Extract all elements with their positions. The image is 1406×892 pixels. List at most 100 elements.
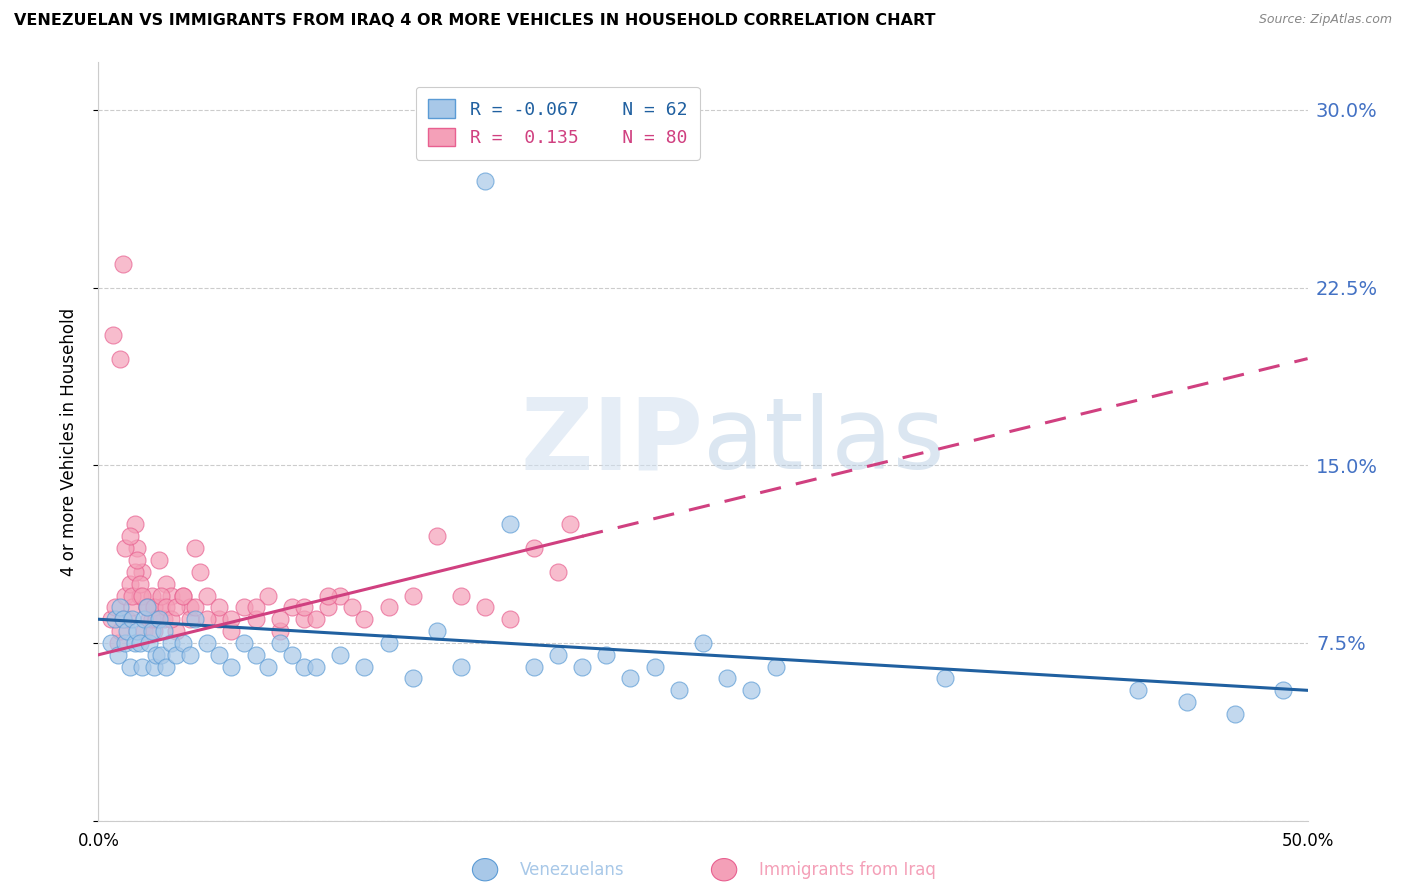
Point xyxy=(221,624,243,639)
Point xyxy=(179,612,201,626)
Point xyxy=(305,612,328,626)
Point xyxy=(292,612,315,626)
Point xyxy=(114,541,136,556)
Point xyxy=(256,659,278,673)
Point xyxy=(221,659,243,673)
Point xyxy=(114,589,136,603)
Point xyxy=(474,600,496,615)
Point xyxy=(195,589,218,603)
Point xyxy=(595,648,617,662)
Point xyxy=(221,612,243,626)
Point xyxy=(668,683,690,698)
Point xyxy=(342,600,364,615)
Point xyxy=(558,517,581,532)
Point xyxy=(245,612,267,626)
Point xyxy=(160,636,183,650)
Point xyxy=(269,624,291,639)
Text: Venezuelans: Venezuelans xyxy=(520,861,624,879)
Point xyxy=(150,600,173,615)
Point xyxy=(329,589,352,603)
Point xyxy=(402,672,425,686)
Point xyxy=(165,624,187,639)
Point xyxy=(353,612,375,626)
Point xyxy=(155,659,177,673)
Point xyxy=(498,517,520,532)
Point xyxy=(155,576,177,591)
Point xyxy=(121,612,143,626)
Point xyxy=(208,600,231,615)
Point xyxy=(100,636,122,650)
Point xyxy=(571,659,593,673)
Point xyxy=(127,541,149,556)
Point xyxy=(135,600,157,615)
Point xyxy=(305,659,328,673)
Point xyxy=(245,648,267,662)
Point xyxy=(134,624,156,639)
Point xyxy=(101,327,124,342)
Point xyxy=(292,659,315,673)
Point xyxy=(165,648,187,662)
Point xyxy=(111,612,134,626)
Point xyxy=(117,612,139,626)
Point xyxy=(155,600,177,615)
Point xyxy=(179,600,201,615)
Point xyxy=(118,659,141,673)
Point xyxy=(208,612,231,626)
Point xyxy=(292,600,315,615)
Point xyxy=(124,636,146,650)
Point xyxy=(145,648,167,662)
Point xyxy=(148,553,170,567)
Point xyxy=(100,612,122,626)
Point xyxy=(108,624,131,639)
Point xyxy=(131,589,153,603)
Y-axis label: 4 or more Vehicles in Household: 4 or more Vehicles in Household xyxy=(59,308,77,575)
Point xyxy=(281,600,304,615)
Point xyxy=(1272,683,1295,698)
Point xyxy=(148,612,170,626)
Point xyxy=(1223,706,1246,721)
Point xyxy=(195,612,218,626)
Point xyxy=(377,600,399,615)
Point xyxy=(498,612,520,626)
Point xyxy=(128,636,150,650)
Point xyxy=(474,174,496,188)
Point xyxy=(124,565,146,579)
Point xyxy=(143,624,166,639)
Text: Immigrants from Iraq: Immigrants from Iraq xyxy=(759,861,936,879)
Point xyxy=(172,589,194,603)
Point xyxy=(128,576,150,591)
Point xyxy=(172,589,194,603)
Point xyxy=(450,659,472,673)
Point xyxy=(135,600,157,615)
Point xyxy=(104,612,127,626)
Point xyxy=(135,600,157,615)
Point xyxy=(131,565,153,579)
Point xyxy=(145,612,167,626)
Point xyxy=(108,351,131,366)
Point xyxy=(195,636,218,650)
Point xyxy=(402,589,425,603)
Point xyxy=(426,529,449,543)
Point xyxy=(179,648,201,662)
Point xyxy=(165,600,187,615)
Point xyxy=(523,541,546,556)
Point xyxy=(107,636,129,650)
Point xyxy=(232,636,254,650)
Text: atlas: atlas xyxy=(703,393,945,490)
Point xyxy=(118,529,141,543)
Point xyxy=(152,612,174,626)
Point xyxy=(316,600,339,615)
Legend: R = -0.067    N = 62, R =  0.135    N = 80: R = -0.067 N = 62, R = 0.135 N = 80 xyxy=(416,87,700,160)
Text: Source: ZipAtlas.com: Source: ZipAtlas.com xyxy=(1258,13,1392,27)
Point xyxy=(377,636,399,650)
Point xyxy=(111,612,134,626)
Point xyxy=(692,636,714,650)
Point xyxy=(256,589,278,603)
Point xyxy=(184,600,207,615)
Point xyxy=(128,589,150,603)
Point xyxy=(269,636,291,650)
Point xyxy=(131,659,153,673)
Point xyxy=(160,612,183,626)
Point xyxy=(104,600,127,615)
Text: ZIP: ZIP xyxy=(520,393,703,490)
